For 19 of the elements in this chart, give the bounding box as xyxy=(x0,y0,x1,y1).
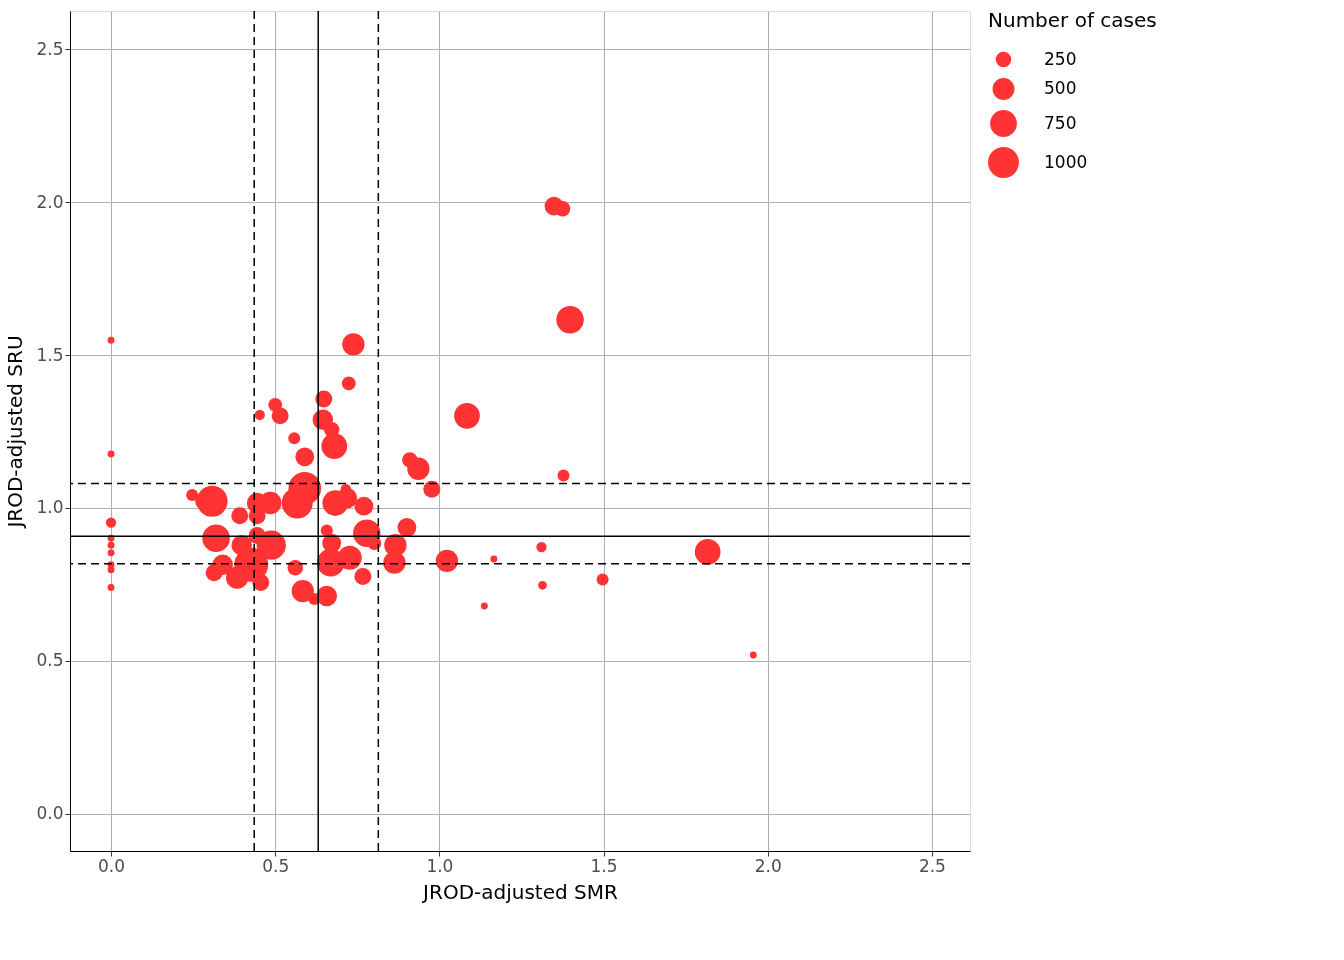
y-tick-label: 1.0 xyxy=(36,497,64,518)
y-tick-label: 0.0 xyxy=(36,803,64,824)
y-tick-label: 2.5 xyxy=(36,38,64,59)
legend-label: 1000 xyxy=(1044,151,1088,172)
x-tick-label: 1.0 xyxy=(426,855,454,876)
legend-title: Number of cases xyxy=(988,8,1157,32)
y-axis-title: JROD-adjusted SRU xyxy=(3,335,28,530)
y-tick-label: 0.5 xyxy=(36,650,64,671)
x-tick-label: 0.5 xyxy=(262,855,290,876)
x-axis-title: JROD-adjusted SMR xyxy=(421,879,618,904)
legend-label: 500 xyxy=(1044,78,1077,98)
x-tick-label: 0.0 xyxy=(98,855,126,876)
x-tick-label: 1.5 xyxy=(590,855,618,876)
legend-label: 750 xyxy=(1044,112,1077,133)
legend-label: 250 xyxy=(1044,48,1077,69)
x-tick-label: 2.5 xyxy=(918,855,946,876)
y-tick-label: 2.0 xyxy=(36,191,64,212)
x-tick-label: 2.0 xyxy=(754,855,782,876)
y-tick-label: 1.5 xyxy=(36,344,64,365)
